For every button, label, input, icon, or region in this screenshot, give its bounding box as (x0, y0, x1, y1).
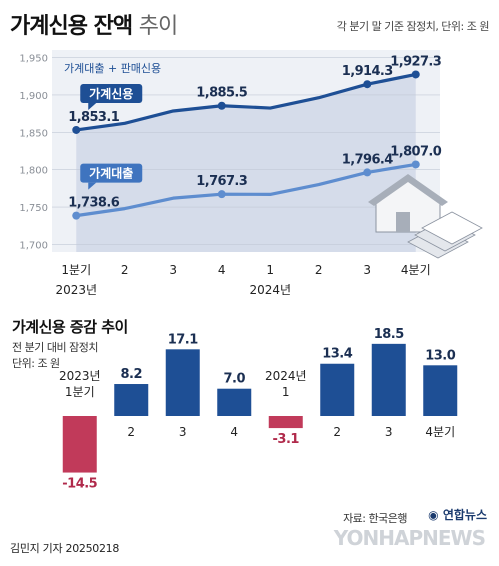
bar (165, 349, 200, 416)
bar (62, 416, 97, 473)
bar-value-label: -14.5 (62, 477, 97, 492)
series-name-tag-box (80, 83, 143, 103)
change-chart-subtitle: 전 분기 대비 잠정치 단위: 조 원 (12, 340, 98, 372)
x-year-label: 2024년 (249, 283, 291, 297)
bar-value-label: 17.1 (168, 332, 199, 347)
data-label: 1,885.5 (196, 86, 247, 101)
x-tick-label: 2023년 (59, 369, 101, 383)
data-label: 1,738.6 (68, 196, 119, 211)
x-tick-label: 4 (218, 263, 226, 277)
x-tick-label: 1분기 (61, 263, 91, 277)
bar (217, 388, 252, 416)
cash-bill (421, 211, 483, 245)
bar-value-label: 13.4 (322, 347, 353, 362)
bar (268, 416, 303, 429)
bar-value-label: 13.0 (425, 348, 456, 363)
x-tick-label: 3 (363, 263, 371, 277)
series-name-label: 가계대출 (89, 166, 133, 181)
bar-value-label: 7.0 (223, 372, 245, 387)
bar-value-label: 18.5 (374, 327, 405, 342)
series-note: 가계대출 + 판매신용 (64, 62, 161, 75)
bar (114, 384, 149, 416)
page-title: 가계신용 잔액 추이 (10, 8, 178, 40)
unit-note: 각 분기 말 기준 잠정치, 단위: 조 원 (336, 20, 490, 33)
wordmark: YONHAPNEWS (333, 526, 486, 550)
house-door (396, 212, 410, 232)
x-tick-label: 2 (127, 425, 135, 439)
series-name-tag-pointer (88, 182, 97, 190)
balance-line-chart: 1,700 1,750 1,800 1,850 1,900 1,950 1분기 2 3 4 1 2 3 4… (19, 50, 483, 297)
data-label: 1,927.3 (390, 54, 441, 69)
data-label: 1,807.0 (390, 144, 441, 159)
x-tick-label: 4 (230, 425, 238, 439)
data-label: 1,853.1 (68, 110, 119, 125)
data-point (363, 168, 372, 177)
data-label: 1,767.3 (196, 174, 247, 189)
series-name-tag: 가계대출 (80, 163, 143, 190)
y-tick-label: 1,850 (19, 128, 48, 139)
series-name-tag-box (80, 163, 143, 183)
agency-logo: ◉ 연합뉴스 (428, 506, 487, 523)
change-chart-basis: 전 분기 대비 잠정치 (12, 341, 98, 354)
agency-logo-icon: ◉ (428, 508, 439, 522)
title-bold: 가계신용 잔액 (10, 14, 133, 39)
y-tick-label: 1,750 (19, 203, 48, 214)
agency-name: 연합뉴스 (442, 508, 487, 522)
change-bar-chart: -14.5 2023년 1분기 8.2 2 17.1 3 7.0 4 -3.1 2024년 1 13.4… (59, 327, 458, 492)
data-point (363, 80, 372, 89)
series-line-가계신용 (76, 72, 417, 132)
x-tick-label: 4분기 (401, 263, 431, 277)
title-light: 추이 (138, 14, 178, 39)
source-note: 자료: 한국은행 (343, 512, 407, 525)
series-name-label: 가계신용 (89, 86, 133, 101)
data-point (411, 160, 420, 169)
bar (320, 363, 355, 416)
y-tick-label: 1,800 (19, 166, 48, 177)
x-tick-label: 1 (266, 263, 274, 277)
y-tick-label: 1,950 (19, 53, 48, 64)
byline: 김민지 기자 20250218 (10, 542, 120, 555)
x-tick-label: 3 (179, 425, 187, 439)
data-point (217, 190, 226, 199)
upper-band-fill (76, 74, 416, 252)
x-tick-label: 1 (282, 385, 290, 399)
x-tick-label: 1분기 (65, 385, 95, 399)
x-tick-label: 2024년 (265, 369, 307, 383)
data-point (72, 211, 81, 220)
bar-value-label: -3.1 (273, 432, 300, 447)
data-point (411, 70, 420, 79)
series-name-tag: 가계신용 (80, 83, 143, 110)
data-label: 1,914.3 (342, 64, 393, 79)
y-tick-label: 1,700 (19, 241, 48, 252)
change-chart-unit: 단위: 조 원 (12, 357, 60, 370)
series-line-가계대출 (76, 162, 417, 218)
x-tick-label: 3 (385, 425, 393, 439)
x-year-label: 2023년 (55, 283, 97, 297)
x-tick-label: 2 (121, 263, 129, 277)
data-label: 1,796.4 (342, 152, 393, 167)
x-tick-label: 2 (315, 263, 323, 277)
x-tick-label: 2 (333, 425, 341, 439)
data-point (217, 101, 226, 110)
bar-value-label: 8.2 (120, 367, 142, 382)
y-tick-label: 1,900 (19, 91, 48, 102)
series-name-tag-pointer (88, 102, 97, 110)
bar (371, 343, 406, 416)
house-illustration (368, 174, 448, 233)
x-tick-label: 4분기 (425, 425, 455, 439)
bar (423, 365, 458, 416)
change-chart-title: 가계신용 증감 추이 (12, 318, 128, 336)
x-tick-label: 3 (169, 263, 177, 277)
cash-stack-icon (407, 211, 483, 259)
house-roof (368, 174, 448, 206)
data-point (72, 125, 81, 134)
